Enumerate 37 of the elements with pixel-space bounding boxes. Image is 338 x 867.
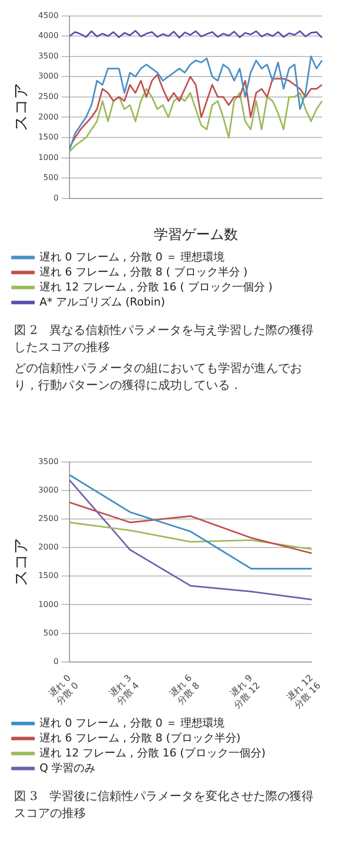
caption: 図 3 学習後に信頼性パラメータを変化させた際の獲得スコアの推移 <box>14 788 314 822</box>
y-tick-label: 4500 <box>38 10 59 20</box>
legend-label: 遅れ 12 フレーム , 分散 16 ( ブロック一個分 ) <box>40 280 273 294</box>
y-tick-label: 2000 <box>38 112 59 122</box>
legend-label: 遅れ 6 フレーム , 分散 8 (ブロック半分) <box>40 731 241 744</box>
x-axis-title: 学習ゲーム数 <box>154 227 238 244</box>
x-tick-label: 遅れ 9 分散 12 <box>228 672 263 711</box>
legend-label: 遅れ 12 フレーム , 分散 16 (ブロック一個分) <box>40 746 266 760</box>
y-axis-title: スコア <box>10 538 30 586</box>
legend-label: 遅れ 0 フレーム , 分散 0 ＝ 理想環境 <box>40 716 224 730</box>
y-tick-label: 2000 <box>38 542 59 552</box>
y-tick-label: 0 <box>53 656 59 666</box>
y-tick-label: 1000 <box>38 600 59 609</box>
y-tick-label: 3500 <box>38 51 59 60</box>
y-tick-label: 500 <box>43 173 59 182</box>
y-tick-label: 1500 <box>38 571 59 580</box>
y-tick-label: 3000 <box>38 72 59 81</box>
y-tick-label: 1500 <box>38 132 59 142</box>
caption: 図 2 異なる信頼性パラメータを与え学習した際の獲得したスコアの推移 <box>14 322 314 356</box>
x-tick-label: 遅れ 6 分散 8 <box>168 672 202 707</box>
y-tick-label: 4000 <box>38 31 59 40</box>
y-tick-label: 500 <box>43 628 59 638</box>
legend-label: 遅れ 0 フレーム , 分散 0 ＝ 理想環境 <box>40 250 224 264</box>
y-tick-label: 0 <box>53 193 59 202</box>
y-tick-label: 1000 <box>38 152 59 162</box>
y-tick-label: 3000 <box>38 485 59 494</box>
x-tick-label: 遅れ 3 分散 4 <box>107 672 142 707</box>
legend-label: A* アルゴリズム (Robin) <box>40 295 165 308</box>
legend-label: Q 学習のみ <box>40 761 96 774</box>
x-tick-label: 遅れ 0 分散 0 <box>46 672 82 707</box>
text: どの信頼性パラメータの組においても学習が進んでおり，行動パターンの獲得に成功している． <box>14 360 303 394</box>
y-tick-label: 2500 <box>38 514 59 524</box>
x-tick-label: 遅れ 12 分散 16 <box>284 672 324 711</box>
y-tick-label: 2500 <box>38 92 59 102</box>
y-tick-label: 3500 <box>38 456 59 466</box>
y-axis-title: スコア <box>10 83 30 132</box>
legend-label: 遅れ 6 フレーム , 分散 8 ( ブロック半分 ) <box>40 265 248 278</box>
